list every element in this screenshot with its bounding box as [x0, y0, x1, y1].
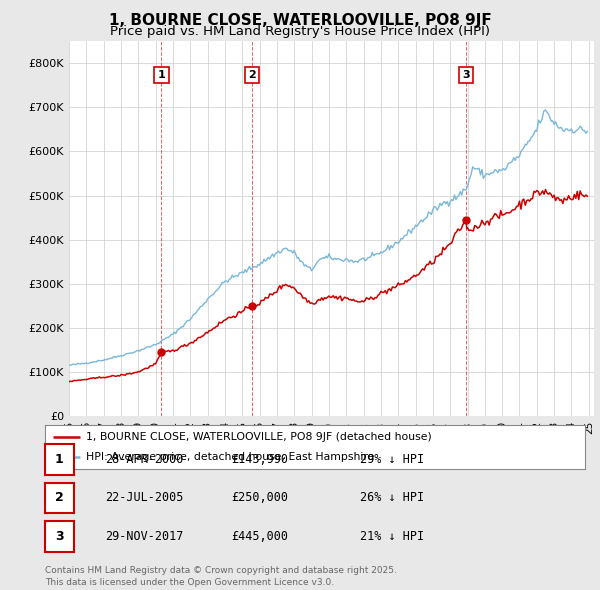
Text: 1: 1	[55, 453, 64, 466]
Text: 1: 1	[157, 70, 165, 80]
Text: 3: 3	[462, 70, 470, 80]
Text: 1, BOURNE CLOSE, WATERLOOVILLE, PO8 9JF: 1, BOURNE CLOSE, WATERLOOVILLE, PO8 9JF	[109, 13, 491, 28]
Text: £250,000: £250,000	[231, 491, 288, 504]
Text: 28-APR-2000: 28-APR-2000	[105, 453, 184, 466]
Text: 22-JUL-2005: 22-JUL-2005	[105, 491, 184, 504]
Text: 29% ↓ HPI: 29% ↓ HPI	[360, 453, 424, 466]
Text: 2: 2	[248, 70, 256, 80]
Text: £445,000: £445,000	[231, 530, 288, 543]
Text: Contains HM Land Registry data © Crown copyright and database right 2025.
This d: Contains HM Land Registry data © Crown c…	[45, 566, 397, 587]
Text: Price paid vs. HM Land Registry's House Price Index (HPI): Price paid vs. HM Land Registry's House …	[110, 25, 490, 38]
Text: 26% ↓ HPI: 26% ↓ HPI	[360, 491, 424, 504]
Text: 21% ↓ HPI: 21% ↓ HPI	[360, 530, 424, 543]
Text: 29-NOV-2017: 29-NOV-2017	[105, 530, 184, 543]
Text: 2: 2	[55, 491, 64, 504]
Text: 3: 3	[55, 530, 64, 543]
Text: £143,990: £143,990	[231, 453, 288, 466]
Text: 1, BOURNE CLOSE, WATERLOOVILLE, PO8 9JF (detached house): 1, BOURNE CLOSE, WATERLOOVILLE, PO8 9JF …	[86, 432, 431, 442]
Text: HPI: Average price, detached house, East Hampshire: HPI: Average price, detached house, East…	[86, 452, 374, 461]
